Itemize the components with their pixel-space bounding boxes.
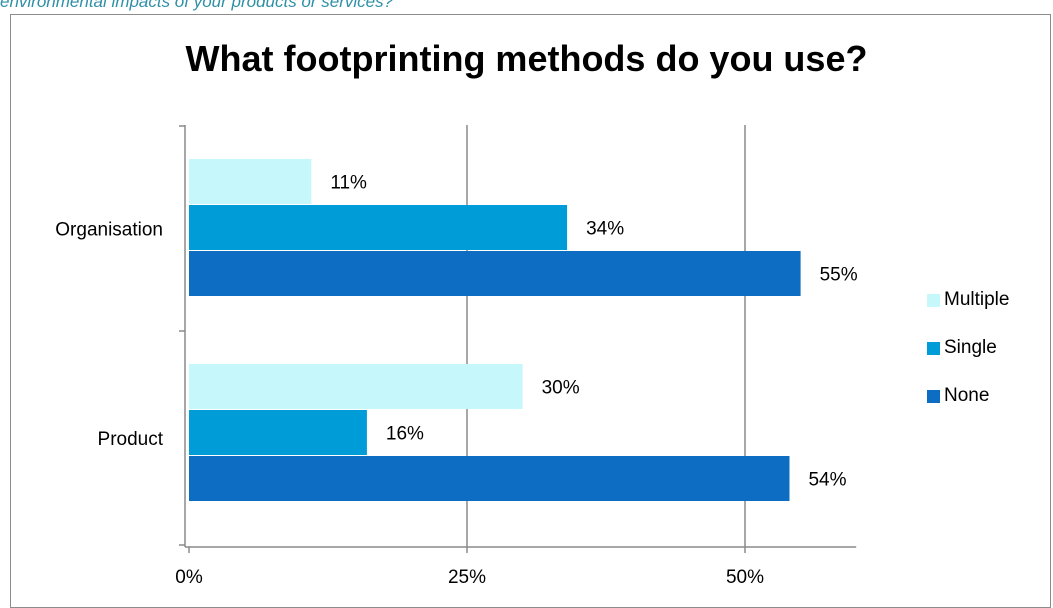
legend-item: None bbox=[927, 383, 1009, 409]
chart-title: What footprinting methods do you use? bbox=[185, 38, 868, 79]
bar-none-product bbox=[189, 456, 790, 501]
legend-swatch bbox=[927, 341, 940, 355]
legend-swatch bbox=[927, 293, 940, 307]
category-label: Organisation bbox=[55, 220, 163, 241]
x-tick-label: 50% bbox=[726, 567, 764, 588]
bar-single-organisation bbox=[189, 205, 568, 250]
category-label: Product bbox=[98, 429, 164, 450]
bar-multiple-organisation bbox=[189, 159, 312, 204]
legend-label: Multiple bbox=[944, 289, 1010, 310]
x-tick-label: 0% bbox=[175, 567, 203, 588]
legend-label: Single bbox=[944, 337, 997, 358]
chart-frame bbox=[10, 14, 1051, 608]
data-label: 55% bbox=[820, 265, 858, 286]
chart-legend: Multiple Single None bbox=[927, 287, 1009, 431]
legend-label: None bbox=[944, 385, 990, 406]
data-label: 30% bbox=[542, 378, 580, 399]
data-label: 11% bbox=[330, 173, 367, 194]
data-label: 54% bbox=[808, 470, 846, 491]
bar-none-organisation bbox=[189, 251, 801, 296]
chart-caption: environmental impacts of your products o… bbox=[0, 0, 394, 11]
bar-single-product bbox=[189, 410, 367, 455]
legend-item: Single bbox=[927, 335, 1009, 361]
data-label: 16% bbox=[386, 424, 424, 445]
legend-swatch bbox=[927, 389, 940, 403]
data-label: 34% bbox=[586, 219, 624, 240]
bar-multiple-product bbox=[189, 364, 523, 409]
legend-item: Multiple bbox=[927, 287, 1009, 313]
x-tick-label: 25% bbox=[448, 567, 486, 588]
